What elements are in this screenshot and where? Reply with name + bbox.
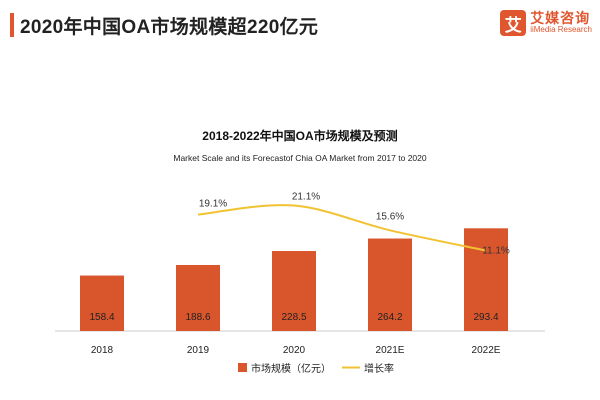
brand-logo: 艾 艾媒咨询 iiMedia Research [500,10,592,36]
growth-line-group: 19.1% 21.1% 15.6% 11.1% [197,192,510,257]
growth-rate-label: 15.6% [376,211,404,222]
legend: 市场规模（亿元） 增长率 [238,362,394,375]
page-title: 2020年中国OA市场规模超220亿元 [20,16,319,38]
bar-value-label: 188.6 [185,312,210,323]
logo-name-en: iiMedia Research [530,25,592,35]
category-label: 2019 [187,345,210,356]
chart-title: 2018-2022年中国OA市场规模及预测 [202,128,397,143]
legend-bar-label: 市场规模（亿元） [251,362,331,375]
title-accent-bar [10,13,14,37]
title-bar: 2020年中国OA市场规模超220亿元 [10,12,318,38]
category-label: 2018 [91,345,114,356]
chart-subtitle: Market Scale and its Forecastof Chia OA … [173,153,427,163]
growth-rate-label: 11.1% [482,246,510,257]
logo-text: 艾媒咨询 iiMedia Research [530,11,592,34]
bar-2020 [272,251,316,331]
growth-rate-line [197,204,487,252]
category-label: 2022E [472,345,501,356]
category-axis: 2018 2019 2020 2021E 2022E [91,345,501,356]
growth-rate-label: 21.1% [292,192,320,203]
bar-2021E [368,238,412,331]
category-label: 2021E [376,345,405,356]
bar-value-label: 293.4 [473,312,498,323]
growth-rate-label: 19.1% [199,199,227,210]
bar-2018 [80,275,124,331]
bar-2019 [176,264,220,331]
bars-group: 158.4 188.6 228.5 264.2 293.4 [55,228,545,332]
bar-value-label: 228.5 [281,312,306,323]
logo-mark-icon: 艾 [500,10,527,36]
category-label: 2020 [283,345,306,356]
bar-value-label: 264.2 [377,312,402,323]
bar-2022E [464,228,508,331]
bar-value-label: 158.4 [89,312,114,323]
logo-name-cn: 艾媒咨询 [530,10,591,27]
legend-line-label: 增长率 [364,362,394,375]
legend-bar-swatch [238,363,247,372]
